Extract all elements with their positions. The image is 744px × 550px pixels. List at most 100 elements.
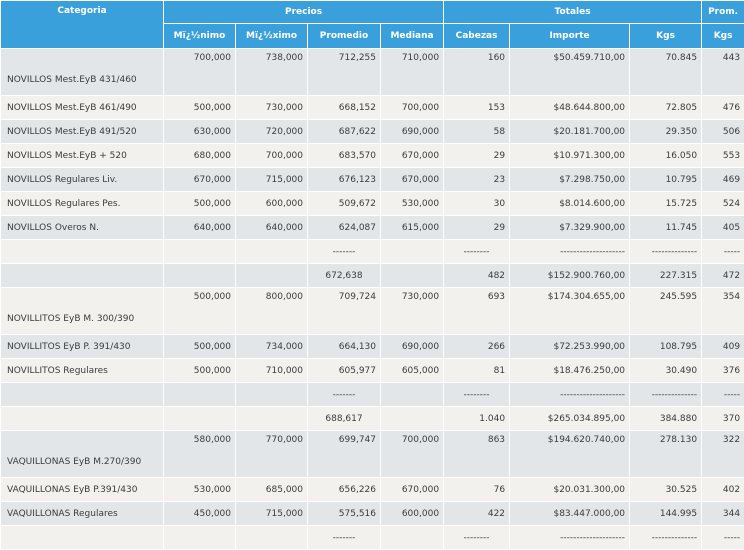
maximo-cell bbox=[236, 383, 308, 407]
maximo-cell: 685,000 bbox=[236, 478, 308, 502]
category-cell: NOVILLOS Mest.EyB 461/490 bbox=[1, 96, 164, 120]
promedio-cell: 687,622 bbox=[308, 120, 381, 144]
importe-cell: $20.181.700,00 bbox=[510, 120, 630, 144]
mediana-cell: 600,000 bbox=[381, 502, 444, 526]
header-promedio: Promedio bbox=[308, 24, 381, 49]
cabezas-cell: 863 bbox=[444, 431, 510, 478]
cabezas-cell: 81 bbox=[444, 359, 510, 383]
minimo-cell: 500,000 bbox=[164, 359, 236, 383]
maximo-cell bbox=[236, 240, 308, 264]
minimo-cell: 500,000 bbox=[164, 335, 236, 359]
kgs-cell: 16.050 bbox=[630, 144, 702, 168]
mediana-cell bbox=[381, 526, 444, 550]
cabezas-cell: 29 bbox=[444, 216, 510, 240]
cabezas-cell: 422 bbox=[444, 502, 510, 526]
importe-cell: $83.447.000,00 bbox=[510, 502, 630, 526]
kgs-cell: 245.595 bbox=[630, 288, 702, 335]
minimo-cell: 530,000 bbox=[164, 478, 236, 502]
kgs-cell: 70.845 bbox=[630, 49, 702, 96]
promedio-cell: 624,087 bbox=[308, 216, 381, 240]
promedio-cell: ------- bbox=[308, 240, 381, 264]
maximo-cell: 710,000 bbox=[236, 359, 308, 383]
prom-kgs-cell: ----- bbox=[702, 526, 744, 550]
maximo-cell: 700,000 bbox=[236, 144, 308, 168]
importe-cell: $152.900.760,00 bbox=[510, 264, 630, 288]
category-cell: NOVILLOS Mest.EyB + 520 bbox=[1, 144, 164, 168]
minimo-cell bbox=[164, 407, 236, 431]
prom-kgs-cell: 322 bbox=[702, 431, 744, 478]
kgs-cell: 384.880 bbox=[630, 407, 702, 431]
maximo-cell: 730,000 bbox=[236, 96, 308, 120]
promedio-cell: 683,570 bbox=[308, 144, 381, 168]
importe-cell: $48.644.800,00 bbox=[510, 96, 630, 120]
kgs-cell: 15.725 bbox=[630, 192, 702, 216]
promedio-cell: 605,977 bbox=[308, 359, 381, 383]
prom-kgs-cell: 354 bbox=[702, 288, 744, 335]
kgs-cell: -------------- bbox=[630, 240, 702, 264]
table-row: ----------------------------------------… bbox=[1, 383, 744, 407]
maximo-cell bbox=[236, 264, 308, 288]
mediana-cell bbox=[381, 407, 444, 431]
kgs-cell: 29.350 bbox=[630, 120, 702, 144]
promedio-cell: ------- bbox=[308, 383, 381, 407]
maximo-cell: 715,000 bbox=[236, 168, 308, 192]
maximo-cell: 770,000 bbox=[236, 431, 308, 478]
table-row: ----------------------------------------… bbox=[1, 526, 744, 550]
prom-kgs-cell: 443 bbox=[702, 49, 744, 96]
prom-kgs-cell: 376 bbox=[702, 359, 744, 383]
cabezas-cell: 30 bbox=[444, 192, 510, 216]
importe-cell: $8.014.600,00 bbox=[510, 192, 630, 216]
kgs-cell: 144.995 bbox=[630, 502, 702, 526]
importe-cell: -------------------- bbox=[510, 526, 630, 550]
header-mediana: Mediana bbox=[381, 24, 444, 49]
promedio-cell: 712,255 bbox=[308, 49, 381, 96]
minimo-cell: 580,000 bbox=[164, 431, 236, 478]
category-cell bbox=[1, 526, 164, 550]
category-cell bbox=[1, 407, 164, 431]
prom-kgs-cell: 553 bbox=[702, 144, 744, 168]
header-importe: Importe bbox=[510, 24, 630, 49]
mediana-cell: 670,000 bbox=[381, 478, 444, 502]
mediana-cell: 710,000 bbox=[381, 49, 444, 96]
minimo-cell: 640,000 bbox=[164, 216, 236, 240]
cabezas-cell: 23 bbox=[444, 168, 510, 192]
prom-kgs-cell: 409 bbox=[702, 335, 744, 359]
mediana-cell: 730,000 bbox=[381, 288, 444, 335]
kgs-cell: 108.795 bbox=[630, 335, 702, 359]
category-cell: NOVILLOS Mest.EyB 431/460 bbox=[1, 49, 164, 96]
minimo-cell: 700,000 bbox=[164, 49, 236, 96]
header-maximo: Mï¿½ximo bbox=[236, 24, 308, 49]
prom-kgs-cell: 469 bbox=[702, 168, 744, 192]
maximo-cell: 738,000 bbox=[236, 49, 308, 96]
minimo-cell: 500,000 bbox=[164, 96, 236, 120]
cabezas-cell: 58 bbox=[444, 120, 510, 144]
category-cell: NOVILLOS Regulares Liv. bbox=[1, 168, 164, 192]
cabezas-cell: -------- bbox=[444, 240, 510, 264]
mediana-cell: 605,000 bbox=[381, 359, 444, 383]
maximo-cell: 720,000 bbox=[236, 120, 308, 144]
importe-cell: $50.459.710,00 bbox=[510, 49, 630, 96]
prom-kgs-cell: 476 bbox=[702, 96, 744, 120]
promedio-cell: 664,130 bbox=[308, 335, 381, 359]
mediana-cell bbox=[381, 383, 444, 407]
kgs-cell: 11.745 bbox=[630, 216, 702, 240]
header-totales: Totales bbox=[444, 1, 702, 24]
prom-kgs-cell: 405 bbox=[702, 216, 744, 240]
importe-cell: $18.476.250,00 bbox=[510, 359, 630, 383]
mediana-cell: 690,000 bbox=[381, 120, 444, 144]
promedio-cell: 699,747 bbox=[308, 431, 381, 478]
promedio-cell: 709,724 bbox=[308, 288, 381, 335]
kgs-cell: 30.490 bbox=[630, 359, 702, 383]
minimo-cell: 500,000 bbox=[164, 192, 236, 216]
importe-cell: -------------------- bbox=[510, 240, 630, 264]
table-row: ----------------------------------------… bbox=[1, 240, 744, 264]
promedio-cell: 688,617 bbox=[308, 407, 381, 431]
